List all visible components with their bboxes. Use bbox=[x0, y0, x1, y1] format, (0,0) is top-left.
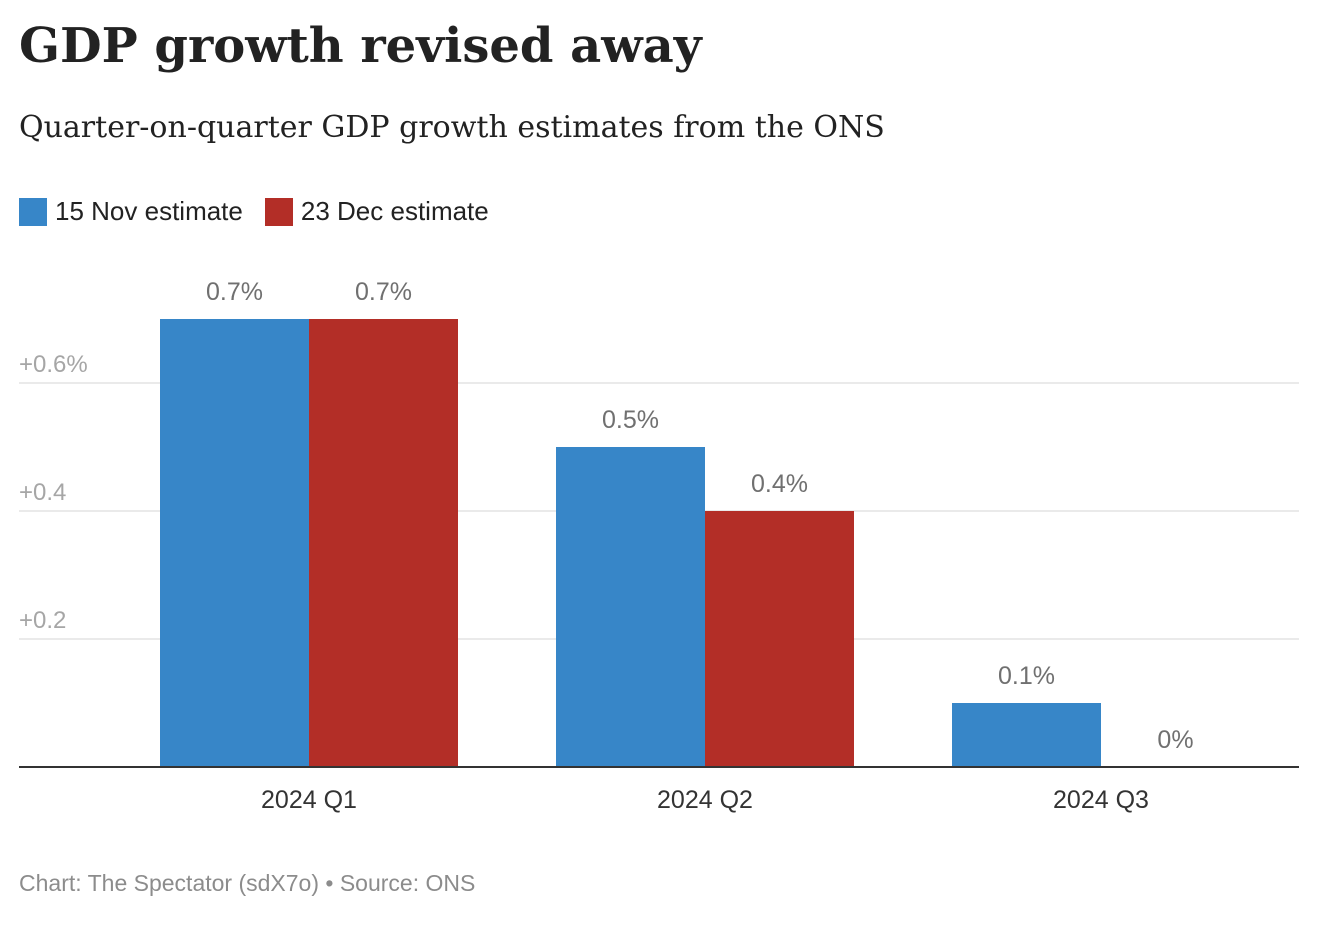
bar bbox=[952, 703, 1101, 767]
legend-item-dec: 23 Dec estimate bbox=[264, 196, 489, 227]
bar bbox=[160, 319, 309, 767]
y-tick-label: +0.6% bbox=[19, 351, 88, 378]
data-label: 0.7% bbox=[355, 278, 412, 306]
chart-subtitle: Quarter-on-quarter GDP growth estimates … bbox=[19, 110, 885, 145]
x-tick-label: 2024 Q3 bbox=[1053, 786, 1149, 814]
bar-chart: +0.2 +0.4 +0.6% 0.7% 0.7% 0.5% 0.4% 0.1% 0% 202… bbox=[19, 278, 1299, 814]
data-label: 0.1% bbox=[998, 662, 1055, 690]
chart-footer: Chart: The Spectator (sdX7o) • Source: O… bbox=[19, 870, 475, 897]
legend-item-nov: 15 Nov estimate bbox=[19, 196, 243, 227]
legend-label-nov: 15 Nov estimate bbox=[55, 196, 243, 226]
chart-title: GDP growth revised away bbox=[19, 18, 702, 74]
x-tick-label: 2024 Q1 bbox=[261, 786, 357, 814]
footer-source: Source: ONS bbox=[339, 870, 476, 896]
legend-swatch-nov bbox=[19, 197, 47, 226]
footer-separator: • bbox=[319, 870, 340, 896]
data-label: 0.4% bbox=[751, 470, 808, 498]
data-label: 0% bbox=[1157, 726, 1193, 754]
bar bbox=[705, 511, 854, 767]
y-tick-label: +0.4 bbox=[19, 479, 66, 506]
legend-label-dec: 23 Dec estimate bbox=[300, 196, 489, 226]
legend-swatch-dec bbox=[264, 197, 293, 226]
bar bbox=[309, 319, 458, 767]
x-tick-label: 2024 Q2 bbox=[657, 786, 753, 814]
bar bbox=[556, 447, 705, 767]
y-tick-label: +0.2 bbox=[19, 607, 66, 634]
data-label: 0.7% bbox=[206, 278, 263, 306]
legend: 15 Nov estimate 23 Dec estimate bbox=[19, 196, 489, 227]
data-label: 0.5% bbox=[602, 406, 659, 434]
footer-credit: Chart: The Spectator (sdX7o) bbox=[19, 870, 319, 896]
